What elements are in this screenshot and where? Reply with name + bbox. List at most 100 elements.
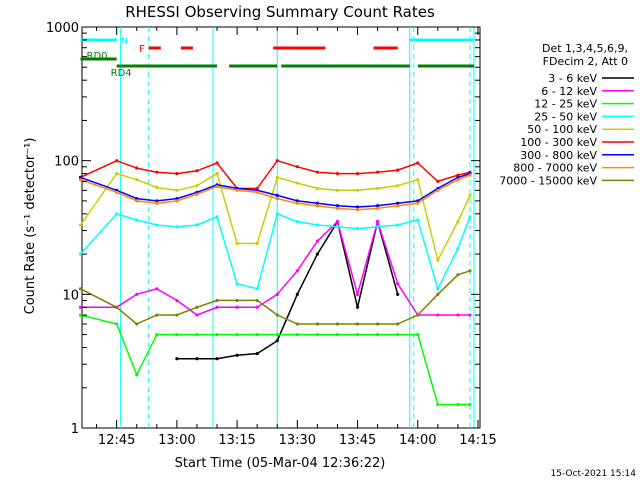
series-8-point-13 [355,322,360,326]
series-4-point-19 [468,193,472,197]
series-4-point-4 [175,188,179,192]
flag-label-n: N [121,36,128,47]
series-6-point-16 [416,199,420,203]
flag-label-f: F [139,44,145,55]
series-6-point-15 [396,201,400,205]
series-3-point-16 [416,218,420,222]
plot-frame [81,26,481,429]
series-5-point-15 [396,168,400,172]
series-8-point-11 [315,322,320,326]
series-8-point-5 [195,305,199,309]
series-3-point-14 [376,225,380,229]
series-3-point-17 [436,287,440,291]
series-3-point-8 [255,287,259,291]
series-8-point-15 [396,322,400,326]
series-6-point-2 [135,197,139,201]
series-8-point-2 [135,322,139,326]
series-3-point-1 [115,212,119,216]
series-8-point-9 [275,313,279,317]
series-3-point-10 [295,220,299,224]
series-1-point-12 [335,220,340,224]
legend-label-7: 800 - 7000 keV [513,162,597,175]
y-tick-label-0: 1 [71,422,79,437]
series-6-point-9 [275,193,279,197]
series-1-point-2 [135,292,139,296]
series-7-point-5 [195,192,199,196]
series-5-point-10 [295,165,299,169]
series-7-point-4 [175,199,179,203]
series-7-point-0 [78,178,83,182]
series-7-point-13 [355,208,360,212]
series-1-point-4 [175,298,179,303]
series-1-point-5 [195,313,199,317]
series-2-point-13 [355,332,360,337]
series-8-point-19 [468,269,472,273]
series-7-point-10 [295,201,299,205]
series-7-point-2 [135,199,139,203]
y-axis-label: Count Rate (s⁻¹ detector⁻¹) [23,138,38,315]
series-4-point-3 [155,185,159,190]
series-4-point-1 [115,172,119,176]
series-8-point-6 [215,298,219,303]
series-4-point-16 [416,178,420,182]
series-4-point-10 [295,181,299,185]
series-7-point-18 [456,178,460,182]
series-7-point-16 [416,201,420,205]
series-7-point-15 [396,204,400,208]
series-2-point-16 [416,332,420,337]
series-2-point-11 [315,332,320,337]
series-1-point-0 [78,305,83,309]
series-3-point-19 [468,215,472,219]
legend-label-0: 3 - 6 keV [548,72,597,85]
series-3-point-3 [155,223,159,227]
series-5-point-9 [275,159,279,163]
series-1-point-11 [315,239,320,243]
series-8-point-18 [456,273,460,277]
series-5-point-14 [376,170,380,174]
series-4-point-9 [275,175,279,179]
series-7-point-9 [275,197,279,201]
series-4-point-13 [355,188,360,192]
series-8-point-4 [175,313,179,317]
series-5-point-6 [215,161,219,165]
series-3-point-12 [335,225,340,229]
series-7-point-19 [468,173,472,177]
series-6-point-10 [295,199,299,203]
series-4-point-7 [235,241,239,246]
series-2-point-19 [468,402,472,407]
series-6-point-12 [335,204,340,208]
series-2-point-7 [235,332,239,337]
series-3-point-11 [315,223,320,227]
series-1-point-3 [155,287,159,291]
series-2-point-17 [436,402,440,407]
footer-timestamp: 15-Oct-2021 15:14 [551,469,637,479]
series-5-point-11 [315,170,320,174]
series-6-point-0 [78,175,83,179]
series-7-point-1 [115,190,119,194]
series-4-point-18 [456,220,460,224]
y-tick-label-1: 10 [62,288,79,303]
series-2-point-5 [195,332,199,337]
legend-label-8: 7000 - 15000 keV [499,174,597,187]
series-3-point-5 [195,223,199,227]
legend-label-4: 50 - 100 keV [527,123,597,136]
chart-title: RHESSI Observing Summary Count Rates [125,3,435,21]
series-8-point-16 [416,313,420,317]
series-0-point-13 [355,305,360,309]
x-tick-label-3: 13:30 [279,433,316,448]
series-7-point-17 [436,188,440,192]
series-8-point-8 [255,298,259,303]
series-2-point-0 [78,313,83,317]
flag-label-rd4: RD4 [111,68,132,79]
flag-label-rd0: RD0 [87,51,108,62]
legend-label-1: 6 - 12 keV [541,85,597,98]
series-3-point-2 [135,218,139,222]
series-5-point-18 [456,173,460,177]
series-6-point-14 [376,204,380,208]
series-2-point-14 [376,332,380,337]
series-1-point-8 [255,305,259,309]
series-5-point-16 [416,161,420,165]
series-2-point-2 [135,373,139,377]
series-7-point-7 [235,188,239,192]
